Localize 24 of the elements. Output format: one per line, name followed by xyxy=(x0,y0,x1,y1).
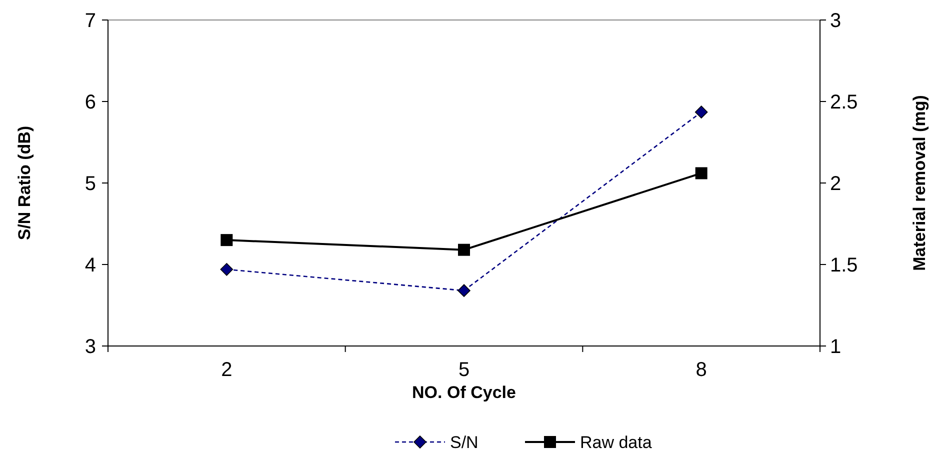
point xyxy=(220,234,233,246)
x-tick-label: 2 xyxy=(221,359,232,381)
point xyxy=(695,167,708,180)
x-axis-title: NO. Of Cycle xyxy=(412,383,516,402)
y2-tick-label: 2.5 xyxy=(830,92,858,114)
y2-tick-label: 3 xyxy=(830,10,842,32)
point xyxy=(220,262,234,276)
y2-axis-title: Material removal (mg) xyxy=(910,95,929,271)
legend-label: S/N xyxy=(450,432,478,452)
y-tick-label: 4 xyxy=(84,254,96,276)
y2-tick-label: 1.5 xyxy=(830,254,858,276)
y2-tick-label: 1 xyxy=(830,336,842,358)
x-tick-label: 5 xyxy=(458,359,470,381)
point xyxy=(694,106,708,118)
y-tick-label: 7 xyxy=(84,10,96,32)
point xyxy=(458,244,470,256)
y-tick-label: 6 xyxy=(84,92,96,114)
point xyxy=(458,284,470,297)
y-axis-title: S/N Ratio (dB) xyxy=(15,126,34,240)
legend-label: Raw data xyxy=(580,432,652,452)
y-tick-label: 5 xyxy=(84,173,96,195)
y-tick-label: 3 xyxy=(84,336,96,358)
x-tick-label: 8 xyxy=(696,359,707,381)
y2-tick-label: 2 xyxy=(830,173,842,195)
